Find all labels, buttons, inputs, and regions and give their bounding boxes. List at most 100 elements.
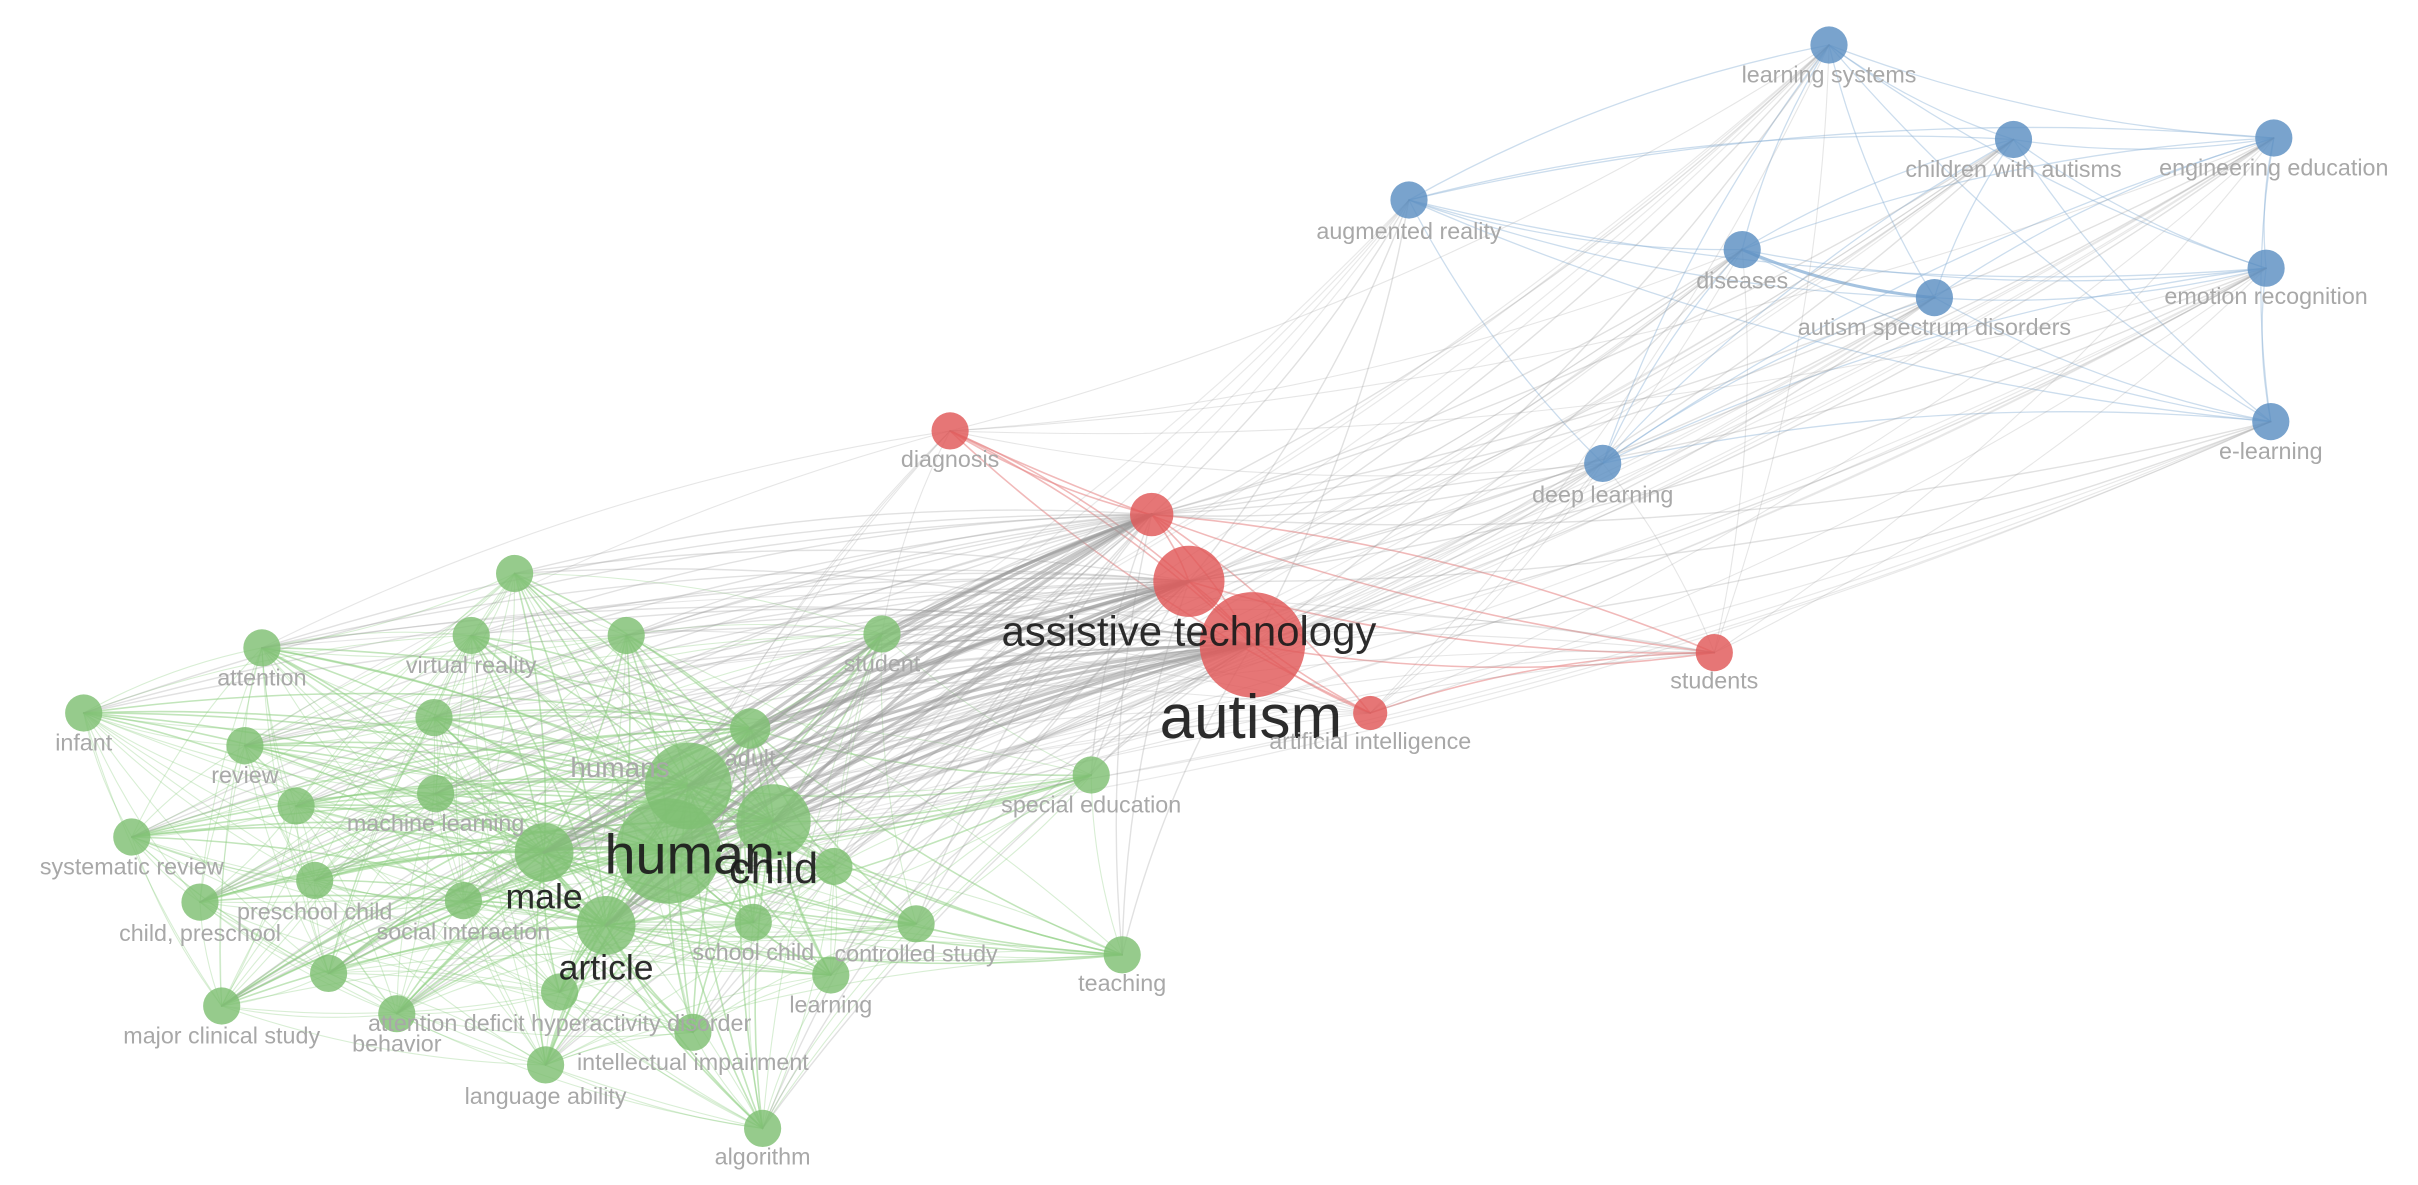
child-node[interactable] [736, 784, 811, 859]
learning-node[interactable] [812, 956, 850, 994]
unlabeled-node[interactable] [310, 954, 348, 993]
child-preschool-label: child, preschool [119, 920, 281, 946]
network-link [1828, 44, 2272, 423]
network-link [295, 572, 516, 807]
network-link [559, 865, 835, 993]
network-link [328, 970, 561, 993]
network-link [1251, 137, 2275, 646]
network-link [667, 774, 1092, 852]
network-link [434, 727, 751, 795]
behavior-label: behavior [352, 1030, 442, 1056]
attention-deficit-hyperactivity-disorder-node[interactable] [541, 973, 579, 1011]
network-link [1828, 44, 2015, 141]
students-node[interactable] [1695, 634, 1733, 672]
review-node[interactable] [226, 727, 264, 765]
network-link [131, 647, 263, 838]
unlabeled-node[interactable] [415, 699, 453, 737]
network-link [131, 836, 832, 976]
engineering-education-node[interactable] [2255, 119, 2293, 157]
major-clinical-study-label: major clinical study [123, 1023, 320, 1049]
augmented-reality-node[interactable] [1390, 181, 1428, 219]
network-link [748, 579, 1191, 731]
network-link [462, 572, 516, 902]
network-link [295, 805, 398, 1015]
adult-node[interactable] [730, 708, 771, 749]
unlabeled-node[interactable] [495, 554, 534, 593]
autism-spectrum-disorders-node[interactable] [1915, 279, 1953, 317]
network-link [295, 727, 751, 807]
article-node[interactable] [576, 896, 636, 955]
network-link [1741, 138, 2015, 251]
network-link [244, 572, 516, 747]
assistive-technology-node[interactable] [1153, 545, 1225, 617]
emotion-recognition-node[interactable] [2247, 249, 2285, 287]
diseases-node[interactable] [1723, 231, 1761, 269]
network-link [131, 836, 464, 902]
e-learning-node[interactable] [2252, 403, 2290, 441]
network-link [1933, 137, 2275, 299]
humans-node[interactable] [644, 742, 732, 830]
unlabeled-node[interactable] [1130, 492, 1174, 537]
network-link [752, 921, 917, 931]
algorithm-node[interactable] [744, 1109, 782, 1147]
network-link [261, 647, 437, 795]
intellectual-impairment-node[interactable] [674, 1013, 712, 1051]
network-link [435, 572, 516, 795]
artificial-intelligence-node[interactable] [1353, 695, 1388, 731]
network-link [131, 644, 1254, 838]
network-link [435, 793, 694, 1033]
teaching-node[interactable] [1103, 936, 1141, 974]
network-link [1151, 462, 1604, 517]
special-education-node[interactable] [1072, 756, 1110, 794]
network-link [752, 921, 1123, 959]
diagnosis-node[interactable] [931, 412, 969, 450]
network-link [83, 513, 1153, 714]
systematic-review-node[interactable] [113, 818, 151, 856]
virtual-reality-node[interactable] [452, 616, 490, 655]
network-link [949, 44, 1830, 432]
network-link [244, 715, 751, 747]
network-link [761, 580, 1190, 1130]
learning-systems-node[interactable] [1810, 26, 1848, 64]
network-link [131, 836, 223, 1007]
network-link [687, 650, 1715, 787]
controlled-study-node[interactable] [897, 905, 935, 943]
network-link [244, 630, 1715, 747]
male-node[interactable] [514, 823, 574, 882]
school-child-node[interactable] [734, 903, 772, 941]
major-clinical-study-node[interactable] [203, 987, 241, 1025]
machine-learning-node[interactable] [417, 775, 455, 813]
children-with-autisms-node[interactable] [1994, 120, 2033, 159]
network-link [772, 462, 1604, 823]
network-link [470, 634, 751, 730]
language-ability-node[interactable] [527, 1046, 565, 1084]
network-link [462, 900, 917, 933]
autism-node[interactable] [1199, 592, 1306, 698]
preschool-child-node[interactable] [296, 861, 334, 900]
network-link [261, 647, 316, 881]
student-node[interactable] [863, 615, 901, 653]
network-link [558, 580, 1190, 993]
child-preschool-node[interactable] [181, 883, 219, 921]
attention-node[interactable] [243, 629, 281, 667]
network-link [261, 569, 1190, 649]
network-link [83, 712, 435, 730]
network-link [687, 774, 1092, 798]
network-link [199, 901, 561, 993]
social-interaction-node[interactable] [444, 882, 482, 920]
unlabeled-node[interactable] [815, 847, 853, 886]
unlabeled-node[interactable] [277, 787, 315, 825]
network-link [199, 727, 751, 903]
deep-learning-node[interactable] [1584, 444, 1622, 482]
network-link [761, 644, 1254, 1130]
children-with-autisms-label: children with autisms [1905, 156, 2121, 182]
behavior-node[interactable] [378, 995, 416, 1033]
network-link [692, 513, 1153, 1033]
infant-node[interactable] [65, 694, 103, 732]
network-link [244, 580, 1190, 747]
network-link [1741, 44, 1830, 251]
unlabeled-node[interactable] [607, 616, 645, 655]
network-link [2012, 138, 2267, 269]
